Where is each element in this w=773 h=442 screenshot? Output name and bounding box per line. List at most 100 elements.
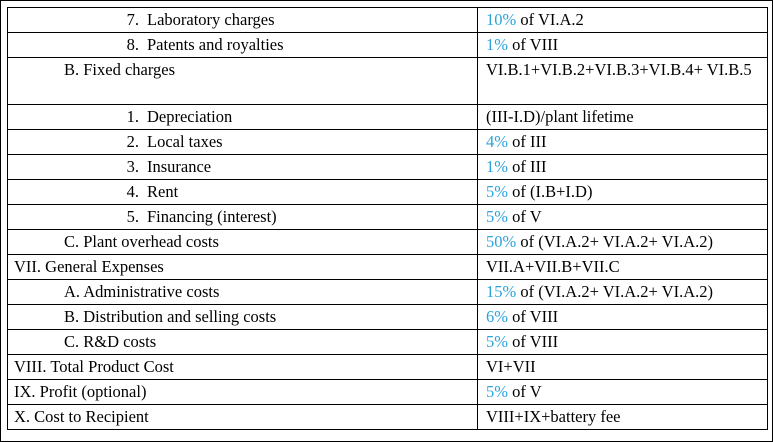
formula-cell: 10% of VI.A.2	[477, 7, 768, 33]
percentage-value: 5%	[486, 207, 508, 226]
formula-text: of VIII	[508, 332, 559, 351]
item-label: Insurance	[147, 157, 212, 176]
item-cell: IX. Profit (optional)	[7, 379, 478, 405]
item-label: B. Distribution and selling costs	[64, 307, 277, 326]
table-row: VII. General Expenses VII.A+VII.B+VII.C	[7, 254, 768, 280]
formula-text: of (I.B+I.D)	[508, 182, 593, 201]
item-number: 4.	[126, 182, 139, 201]
formula-cell: 15% of (VI.A.2+ VI.A.2+ VI.A.2)	[477, 279, 768, 305]
percentage-value: 10%	[486, 10, 517, 29]
item-number: 1.	[126, 107, 139, 126]
item-label: Financing (interest)	[147, 207, 277, 226]
formula-cell: VII.A+VII.B+VII.C	[477, 254, 768, 280]
item-label: A. Administrative costs	[64, 282, 220, 301]
formula-text: VII.A+VII.B+VII.C	[486, 257, 620, 276]
formula-cell: 5% of V	[477, 379, 768, 405]
item-cell: VIII. Total Product Cost	[7, 354, 478, 380]
percentage-value: 50%	[486, 232, 517, 251]
cost-table: 7. Laboratory charges 10% of VI.A.2 8. Pat…	[7, 7, 768, 430]
percentage-value: 1%	[486, 35, 508, 54]
item-cell: 8. Patents and royalties	[7, 32, 478, 58]
item-label: Laboratory charges	[147, 10, 275, 29]
formula-text: of VIII	[508, 307, 559, 326]
table-row: 4. Rent 5% of (I.B+I.D)	[7, 179, 768, 205]
formula-cell: 6% of VIII	[477, 304, 768, 330]
formula-text: VI.B.1+VI.B.2+VI.B.3+VI.B.4+ VI.B.5	[486, 60, 752, 79]
formula-cell: 4% of III	[477, 129, 768, 155]
table-row: C. Plant overhead costs 50% of (VI.A.2+ …	[7, 229, 768, 255]
table-row: X. Cost to Recipient VIII+IX+battery fee	[7, 404, 768, 430]
formula-cell: 50% of (VI.A.2+ VI.A.2+ VI.A.2)	[477, 229, 768, 255]
item-label: B. Fixed charges	[64, 60, 176, 79]
item-cell: 4. Rent	[7, 179, 478, 205]
formula-cell: VI+VII	[477, 354, 768, 380]
table-row: 8. Patents and royalties 1% of VIII	[7, 32, 768, 58]
item-cell: 7. Laboratory charges	[7, 7, 478, 33]
item-cell: 1. Depreciation	[7, 104, 478, 130]
item-label: VIII. Total Product Cost	[14, 357, 174, 376]
percentage-value: 5%	[486, 382, 508, 401]
item-label: Patents and royalties	[147, 35, 284, 54]
table-row: IX. Profit (optional) 5% of V	[7, 379, 768, 405]
formula-cell: (III-I.D)/plant lifetime	[477, 104, 768, 130]
item-label: IX. Profit (optional)	[14, 382, 147, 401]
item-label: VII. General Expenses	[14, 257, 164, 276]
formula-cell: 1% of VIII	[477, 32, 768, 58]
formula-text: of VI.A.2	[516, 10, 584, 29]
formula-text: of V	[508, 382, 542, 401]
formula-text: of V	[508, 207, 542, 226]
item-cell: 5. Financing (interest)	[7, 204, 478, 230]
item-cell: 3. Insurance	[7, 154, 478, 180]
formula-text: (III-I.D)/plant lifetime	[486, 107, 634, 126]
table-row: 2. Local taxes 4% of III	[7, 129, 768, 155]
item-cell: B. Fixed charges	[7, 57, 478, 105]
item-number: 5.	[126, 207, 139, 226]
item-label: C. Plant overhead costs	[64, 232, 219, 251]
table-row: 5. Financing (interest) 5% of V	[7, 204, 768, 230]
table-row: 1. Depreciation (III-I.D)/plant lifetime	[7, 104, 768, 130]
item-label: Local taxes	[147, 132, 223, 151]
formula-text: of VIII	[508, 35, 559, 54]
table-row: VIII. Total Product Cost VI+VII	[7, 354, 768, 380]
formula-cell: VIII+IX+battery fee	[477, 404, 768, 430]
percentage-value: 4%	[486, 132, 508, 151]
table-row: C. R&D costs 5% of VIII	[7, 329, 768, 355]
percentage-value: 1%	[486, 157, 508, 176]
formula-text: of III	[508, 157, 547, 176]
item-label: C. R&D costs	[64, 332, 157, 351]
percentage-value: 5%	[486, 332, 508, 351]
formula-cell: 1% of III	[477, 154, 768, 180]
item-cell: 2. Local taxes	[7, 129, 478, 155]
item-cell: VII. General Expenses	[7, 254, 478, 280]
formula-cell: 5% of VIII	[477, 329, 768, 355]
percentage-value: 6%	[486, 307, 508, 326]
table-row: A. Administrative costs 15% of (VI.A.2+ …	[7, 279, 768, 305]
item-label: Depreciation	[147, 107, 233, 126]
item-cell: C. R&D costs	[7, 329, 478, 355]
item-cell: X. Cost to Recipient	[7, 404, 478, 430]
formula-cell: 5% of V	[477, 204, 768, 230]
table-row: 7. Laboratory charges 10% of VI.A.2	[7, 7, 768, 33]
item-cell: C. Plant overhead costs	[7, 229, 478, 255]
table-row: B. Fixed charges VI.B.1+VI.B.2+VI.B.3+VI…	[7, 57, 768, 105]
table-row: B. Distribution and selling costs 6% of …	[7, 304, 768, 330]
item-number: 7.	[126, 10, 139, 29]
table-row: 3. Insurance 1% of III	[7, 154, 768, 180]
formula-text: VIII+IX+battery fee	[486, 407, 621, 426]
formula-text: of III	[508, 132, 547, 151]
item-number: 3.	[126, 157, 139, 176]
item-number: 8.	[126, 35, 139, 54]
item-label: Rent	[147, 182, 179, 201]
formula-text: of (VI.A.2+ VI.A.2+ VI.A.2)	[516, 282, 713, 301]
item-label: X. Cost to Recipient	[14, 407, 149, 426]
item-number: 2.	[126, 132, 139, 151]
formula-text: VI+VII	[486, 357, 536, 376]
formula-cell: 5% of (I.B+I.D)	[477, 179, 768, 205]
formula-text: of (VI.A.2+ VI.A.2+ VI.A.2)	[516, 232, 713, 251]
percentage-value: 15%	[486, 282, 517, 301]
formula-cell: VI.B.1+VI.B.2+VI.B.3+VI.B.4+ VI.B.5	[477, 57, 768, 105]
item-cell: A. Administrative costs	[7, 279, 478, 305]
item-cell: B. Distribution and selling costs	[7, 304, 478, 330]
percentage-value: 5%	[486, 182, 508, 201]
